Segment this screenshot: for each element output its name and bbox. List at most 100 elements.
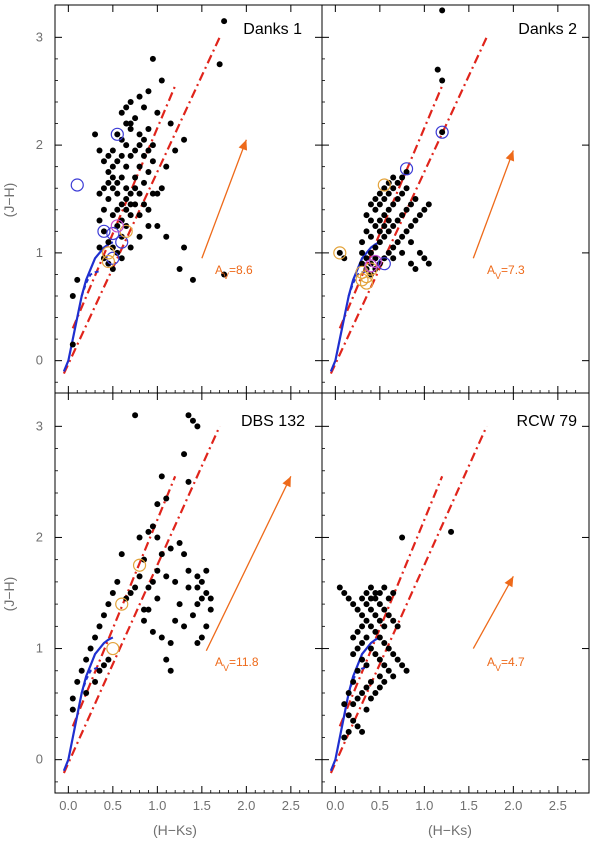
highlight-circle-blue [70, 178, 84, 192]
highlight-circle-magenta [364, 259, 378, 273]
data-point [399, 233, 406, 240]
data-point [96, 147, 103, 154]
data-point [114, 249, 121, 256]
data-point [154, 190, 161, 197]
data-point [141, 617, 147, 624]
data-point [145, 169, 152, 176]
data-point [123, 163, 130, 170]
x-axis-label-left: (H−Ks) [153, 822, 197, 838]
av-label: AV=4.7 [487, 655, 525, 673]
av-label-subscript: V [223, 271, 229, 281]
data-point [390, 244, 397, 251]
data-point [100, 612, 107, 619]
main-sequence-curve [329, 241, 381, 372]
data-point [118, 233, 125, 240]
data-point [118, 109, 125, 116]
data-point [167, 640, 174, 646]
data-point [385, 217, 392, 224]
data-point [372, 222, 379, 229]
data-point [92, 634, 99, 641]
x-tick-label: 0.5 [371, 798, 389, 813]
data-point [367, 595, 374, 602]
data-point [176, 266, 183, 273]
x-tick-label: 2.5 [549, 798, 567, 813]
data-point [114, 190, 121, 197]
av-label-value: 11.8 [236, 655, 259, 669]
highlight-circle-blue [399, 162, 414, 176]
data-point [181, 244, 188, 251]
av-label-subscript: V [223, 663, 229, 673]
data-point [96, 623, 103, 630]
data-point [114, 206, 121, 213]
data-point [350, 678, 357, 685]
data-point [198, 634, 205, 641]
y-tick-label: 3 [36, 29, 43, 44]
data-point [367, 623, 374, 630]
data-point [154, 595, 161, 602]
data-point [136, 573, 143, 580]
data-point [132, 174, 139, 181]
data-point [181, 551, 188, 558]
data-point [376, 228, 383, 235]
x-tick-label: 1.0 [415, 798, 433, 813]
data-point [69, 695, 76, 702]
data-point [69, 293, 76, 299]
data-point [181, 623, 188, 630]
data-point [100, 185, 107, 192]
data-point [363, 706, 370, 713]
highlight-circle-orange [364, 262, 378, 276]
data-point [376, 239, 383, 246]
data-point [189, 417, 196, 424]
data-point [385, 645, 392, 652]
main-sequence-curve [62, 241, 114, 372]
data-point [376, 217, 383, 224]
data-point [132, 201, 139, 208]
av-label-value: 8.6 [236, 263, 253, 277]
data-point [105, 601, 112, 608]
data-point [416, 212, 423, 219]
data-point [136, 142, 143, 149]
reddening-line-lower [71, 85, 177, 329]
data-point [385, 667, 392, 674]
data-point [185, 567, 192, 574]
panel-danks-1: 0 1 2 3 Danks 1 AV=8.6 [36, 4, 323, 394]
data-point [96, 244, 103, 251]
data-point [145, 606, 152, 613]
data-point [136, 93, 143, 100]
data-point [385, 595, 392, 602]
data-point [149, 628, 156, 635]
x-tick-label: 1.5 [460, 798, 478, 813]
data-point [363, 255, 370, 262]
data-point [118, 255, 125, 262]
data-point [381, 678, 388, 685]
data-point [354, 723, 361, 730]
data-point [96, 190, 103, 197]
data-point [105, 260, 112, 267]
data-point [408, 222, 414, 229]
data-point [136, 534, 143, 541]
y-tick-label: 1 [36, 245, 43, 260]
data-point [376, 634, 383, 641]
data-point [69, 341, 76, 348]
data-point [100, 206, 107, 213]
data-point [372, 255, 379, 262]
data-point [394, 217, 401, 224]
data-point [87, 645, 94, 652]
data-point [421, 206, 428, 213]
panel-title: RCW 79 [517, 413, 578, 430]
data-point [127, 99, 134, 105]
data-point [359, 239, 366, 246]
data-point [109, 185, 116, 192]
highlight-circle-blue [97, 224, 111, 238]
av-label-prefix: A [215, 655, 223, 669]
data-point [350, 634, 357, 641]
data-point [390, 590, 397, 596]
data-point [136, 163, 143, 170]
data-point [354, 606, 361, 613]
av-label: AV=7.3 [487, 263, 525, 281]
data-point [194, 601, 201, 608]
data-point [154, 567, 161, 574]
data-point [141, 556, 147, 563]
data-point [194, 573, 201, 580]
data-point [132, 584, 139, 591]
